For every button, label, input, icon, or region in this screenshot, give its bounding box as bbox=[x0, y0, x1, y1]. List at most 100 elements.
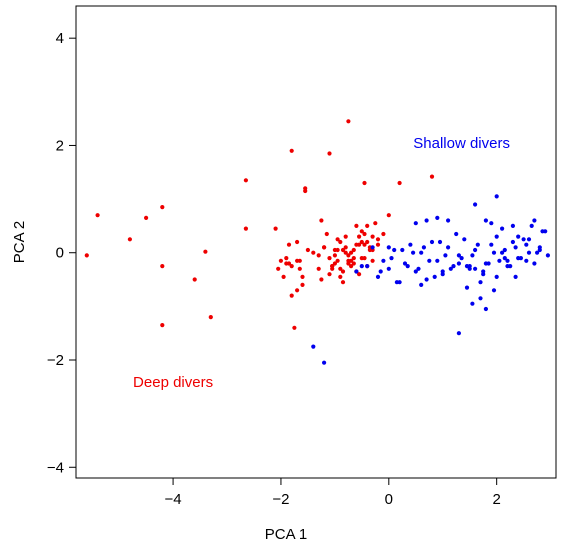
data-point bbox=[311, 250, 316, 255]
x-tick-label: −2 bbox=[272, 491, 289, 508]
data-point bbox=[518, 256, 524, 261]
data-point bbox=[427, 258, 432, 263]
data-point bbox=[419, 250, 424, 255]
data-point bbox=[513, 274, 518, 279]
data-point bbox=[375, 274, 381, 279]
y-tick-label: 2 bbox=[56, 137, 64, 154]
data-point bbox=[432, 274, 437, 279]
x-tick-label: 0 bbox=[385, 491, 393, 508]
data-point bbox=[521, 237, 526, 242]
plot-frame bbox=[75, 5, 557, 479]
data-point bbox=[346, 261, 351, 266]
data-point bbox=[475, 242, 480, 247]
data-point bbox=[448, 266, 453, 271]
data-point bbox=[400, 247, 405, 253]
data-point bbox=[375, 242, 381, 247]
data-point bbox=[311, 344, 316, 349]
data-point bbox=[327, 256, 332, 261]
data-point bbox=[276, 266, 281, 271]
x-tick-label: 2 bbox=[493, 491, 501, 508]
data-point bbox=[284, 256, 289, 261]
data-point bbox=[489, 221, 494, 226]
y-tick-label: −2 bbox=[47, 352, 64, 369]
data-point bbox=[160, 205, 165, 210]
series-1 bbox=[311, 194, 551, 365]
data-point bbox=[386, 245, 391, 250]
data-point bbox=[349, 264, 354, 269]
data-point bbox=[322, 245, 327, 250]
data-point bbox=[351, 261, 356, 266]
data-point bbox=[346, 119, 351, 124]
data-point bbox=[144, 215, 149, 220]
data-point bbox=[526, 250, 532, 255]
data-point bbox=[375, 237, 381, 242]
data-point bbox=[394, 280, 399, 285]
data-point bbox=[357, 234, 362, 239]
data-point bbox=[456, 331, 461, 336]
data-point bbox=[362, 180, 367, 186]
data-point bbox=[295, 288, 300, 293]
data-point bbox=[286, 242, 292, 247]
data-point bbox=[340, 247, 346, 253]
data-point bbox=[470, 253, 475, 258]
data-point bbox=[491, 250, 497, 255]
data-point bbox=[365, 223, 370, 228]
x-tick-label: −4 bbox=[165, 491, 182, 508]
data-point bbox=[332, 253, 337, 258]
data-point bbox=[335, 237, 340, 242]
y-tick-label: 4 bbox=[56, 30, 64, 47]
data-point bbox=[273, 226, 278, 231]
data-point bbox=[532, 261, 537, 266]
data-point bbox=[510, 239, 515, 245]
data-point bbox=[429, 239, 435, 245]
data-point bbox=[343, 250, 348, 255]
data-point bbox=[462, 237, 467, 242]
data-point bbox=[365, 239, 370, 245]
data-point bbox=[473, 202, 478, 207]
data-point bbox=[370, 234, 375, 239]
data-point bbox=[437, 239, 443, 245]
data-point bbox=[349, 250, 354, 255]
data-point bbox=[502, 256, 507, 261]
data-point bbox=[386, 213, 391, 218]
data-point bbox=[327, 272, 332, 277]
data-point bbox=[516, 234, 521, 239]
data-point bbox=[351, 247, 356, 253]
data-point bbox=[494, 234, 499, 239]
data-point bbox=[486, 261, 491, 266]
data-point bbox=[335, 247, 340, 253]
data-point bbox=[289, 264, 294, 269]
data-point bbox=[292, 325, 297, 330]
data-point bbox=[316, 253, 321, 258]
data-point bbox=[505, 258, 510, 263]
data-point bbox=[340, 269, 346, 274]
data-point bbox=[545, 253, 551, 258]
data-point bbox=[243, 226, 248, 231]
data-point bbox=[397, 180, 402, 186]
data-point bbox=[429, 174, 435, 179]
data-point bbox=[322, 360, 327, 365]
data-point bbox=[127, 237, 132, 242]
data-point bbox=[338, 266, 343, 271]
data-point bbox=[295, 239, 300, 245]
data-point bbox=[243, 178, 248, 183]
data-point bbox=[473, 266, 478, 271]
annotation-1: Deep divers bbox=[133, 374, 213, 391]
data-point bbox=[500, 226, 505, 231]
data-point bbox=[324, 231, 329, 237]
data-point bbox=[454, 231, 459, 237]
data-point bbox=[319, 277, 324, 282]
series-0 bbox=[84, 119, 435, 330]
data-point bbox=[378, 269, 383, 274]
data-point bbox=[483, 306, 488, 312]
data-point bbox=[95, 213, 100, 218]
data-point bbox=[381, 258, 386, 263]
data-point bbox=[489, 242, 494, 247]
data-point bbox=[203, 249, 208, 254]
data-point bbox=[464, 285, 470, 290]
data-point bbox=[411, 250, 416, 255]
data-point bbox=[440, 269, 445, 274]
data-point bbox=[354, 269, 359, 274]
data-point bbox=[459, 256, 464, 261]
